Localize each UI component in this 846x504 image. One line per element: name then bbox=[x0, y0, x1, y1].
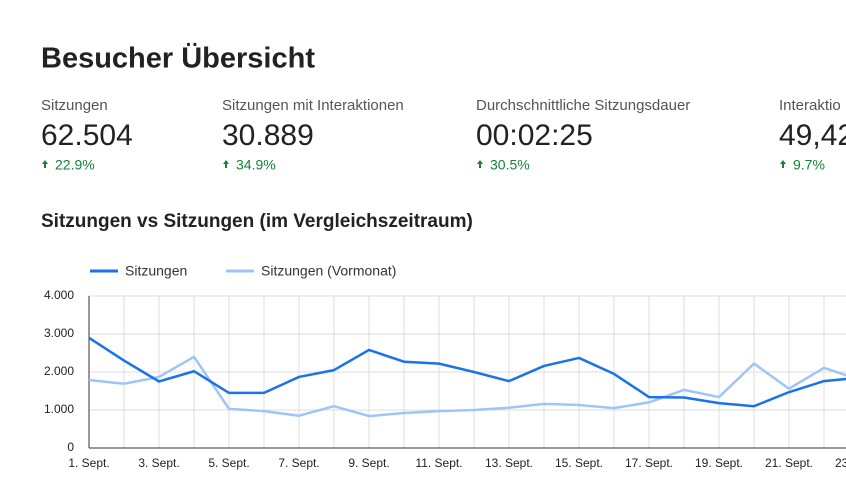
x-tick-label: 9. Sept. bbox=[348, 456, 389, 470]
legend-label: Sitzungen (Vormonat) bbox=[261, 263, 396, 279]
y-tick-label: 4.000 bbox=[44, 288, 74, 302]
chart-title: Sitzungen vs Sitzungen (im Vergleichszei… bbox=[41, 211, 473, 232]
kpi-value: 62.504 bbox=[41, 119, 133, 152]
legend-label: Sitzungen bbox=[125, 263, 187, 279]
y-tick-label: 2.000 bbox=[44, 364, 74, 378]
y-tick-label: 0 bbox=[67, 440, 74, 454]
kpi-label: Interaktio bbox=[779, 97, 841, 114]
x-tick-label: 19. Sept. bbox=[695, 456, 743, 470]
kpi-label: Sitzungen bbox=[41, 97, 108, 114]
kpi-label: Durchschnittliche Sitzungsdauer bbox=[476, 97, 690, 114]
trend-up-icon bbox=[42, 160, 48, 168]
x-tick-label: 1. Sept. bbox=[68, 456, 109, 470]
kpi-change: 9.7% bbox=[793, 157, 825, 173]
series-line bbox=[88, 336, 846, 408]
series-line bbox=[88, 355, 846, 418]
kpi-value: 30.889 bbox=[222, 119, 314, 152]
trend-up-icon bbox=[780, 160, 786, 168]
page-title: Besucher Übersicht bbox=[41, 42, 315, 75]
trend-up-icon bbox=[223, 160, 229, 168]
x-tick-label: 3. Sept. bbox=[138, 456, 179, 470]
x-tick-label: 5. Sept. bbox=[208, 456, 249, 470]
x-tick-label: 21. Sept. bbox=[765, 456, 813, 470]
y-tick-label: 3.000 bbox=[44, 326, 74, 340]
x-tick-label: 23. Sept. bbox=[835, 456, 846, 470]
kpi-label: Sitzungen mit Interaktionen bbox=[222, 97, 404, 114]
trend-up-icon bbox=[477, 160, 483, 168]
kpi-change: 22.9% bbox=[55, 157, 95, 173]
x-tick-label: 15. Sept. bbox=[555, 456, 603, 470]
x-tick-label: 11. Sept. bbox=[415, 456, 462, 470]
kpi-value: 00:02:25 bbox=[476, 119, 593, 152]
kpi-change: 34.9% bbox=[236, 157, 276, 173]
kpi-value: 49,42 bbox=[779, 119, 846, 152]
y-tick-label: 1.000 bbox=[44, 402, 74, 416]
kpi-change: 30.5% bbox=[490, 157, 530, 173]
x-tick-label: 17. Sept. bbox=[625, 456, 673, 470]
x-tick-label: 7. Sept. bbox=[278, 456, 319, 470]
x-tick-label: 13. Sept. bbox=[485, 456, 533, 470]
